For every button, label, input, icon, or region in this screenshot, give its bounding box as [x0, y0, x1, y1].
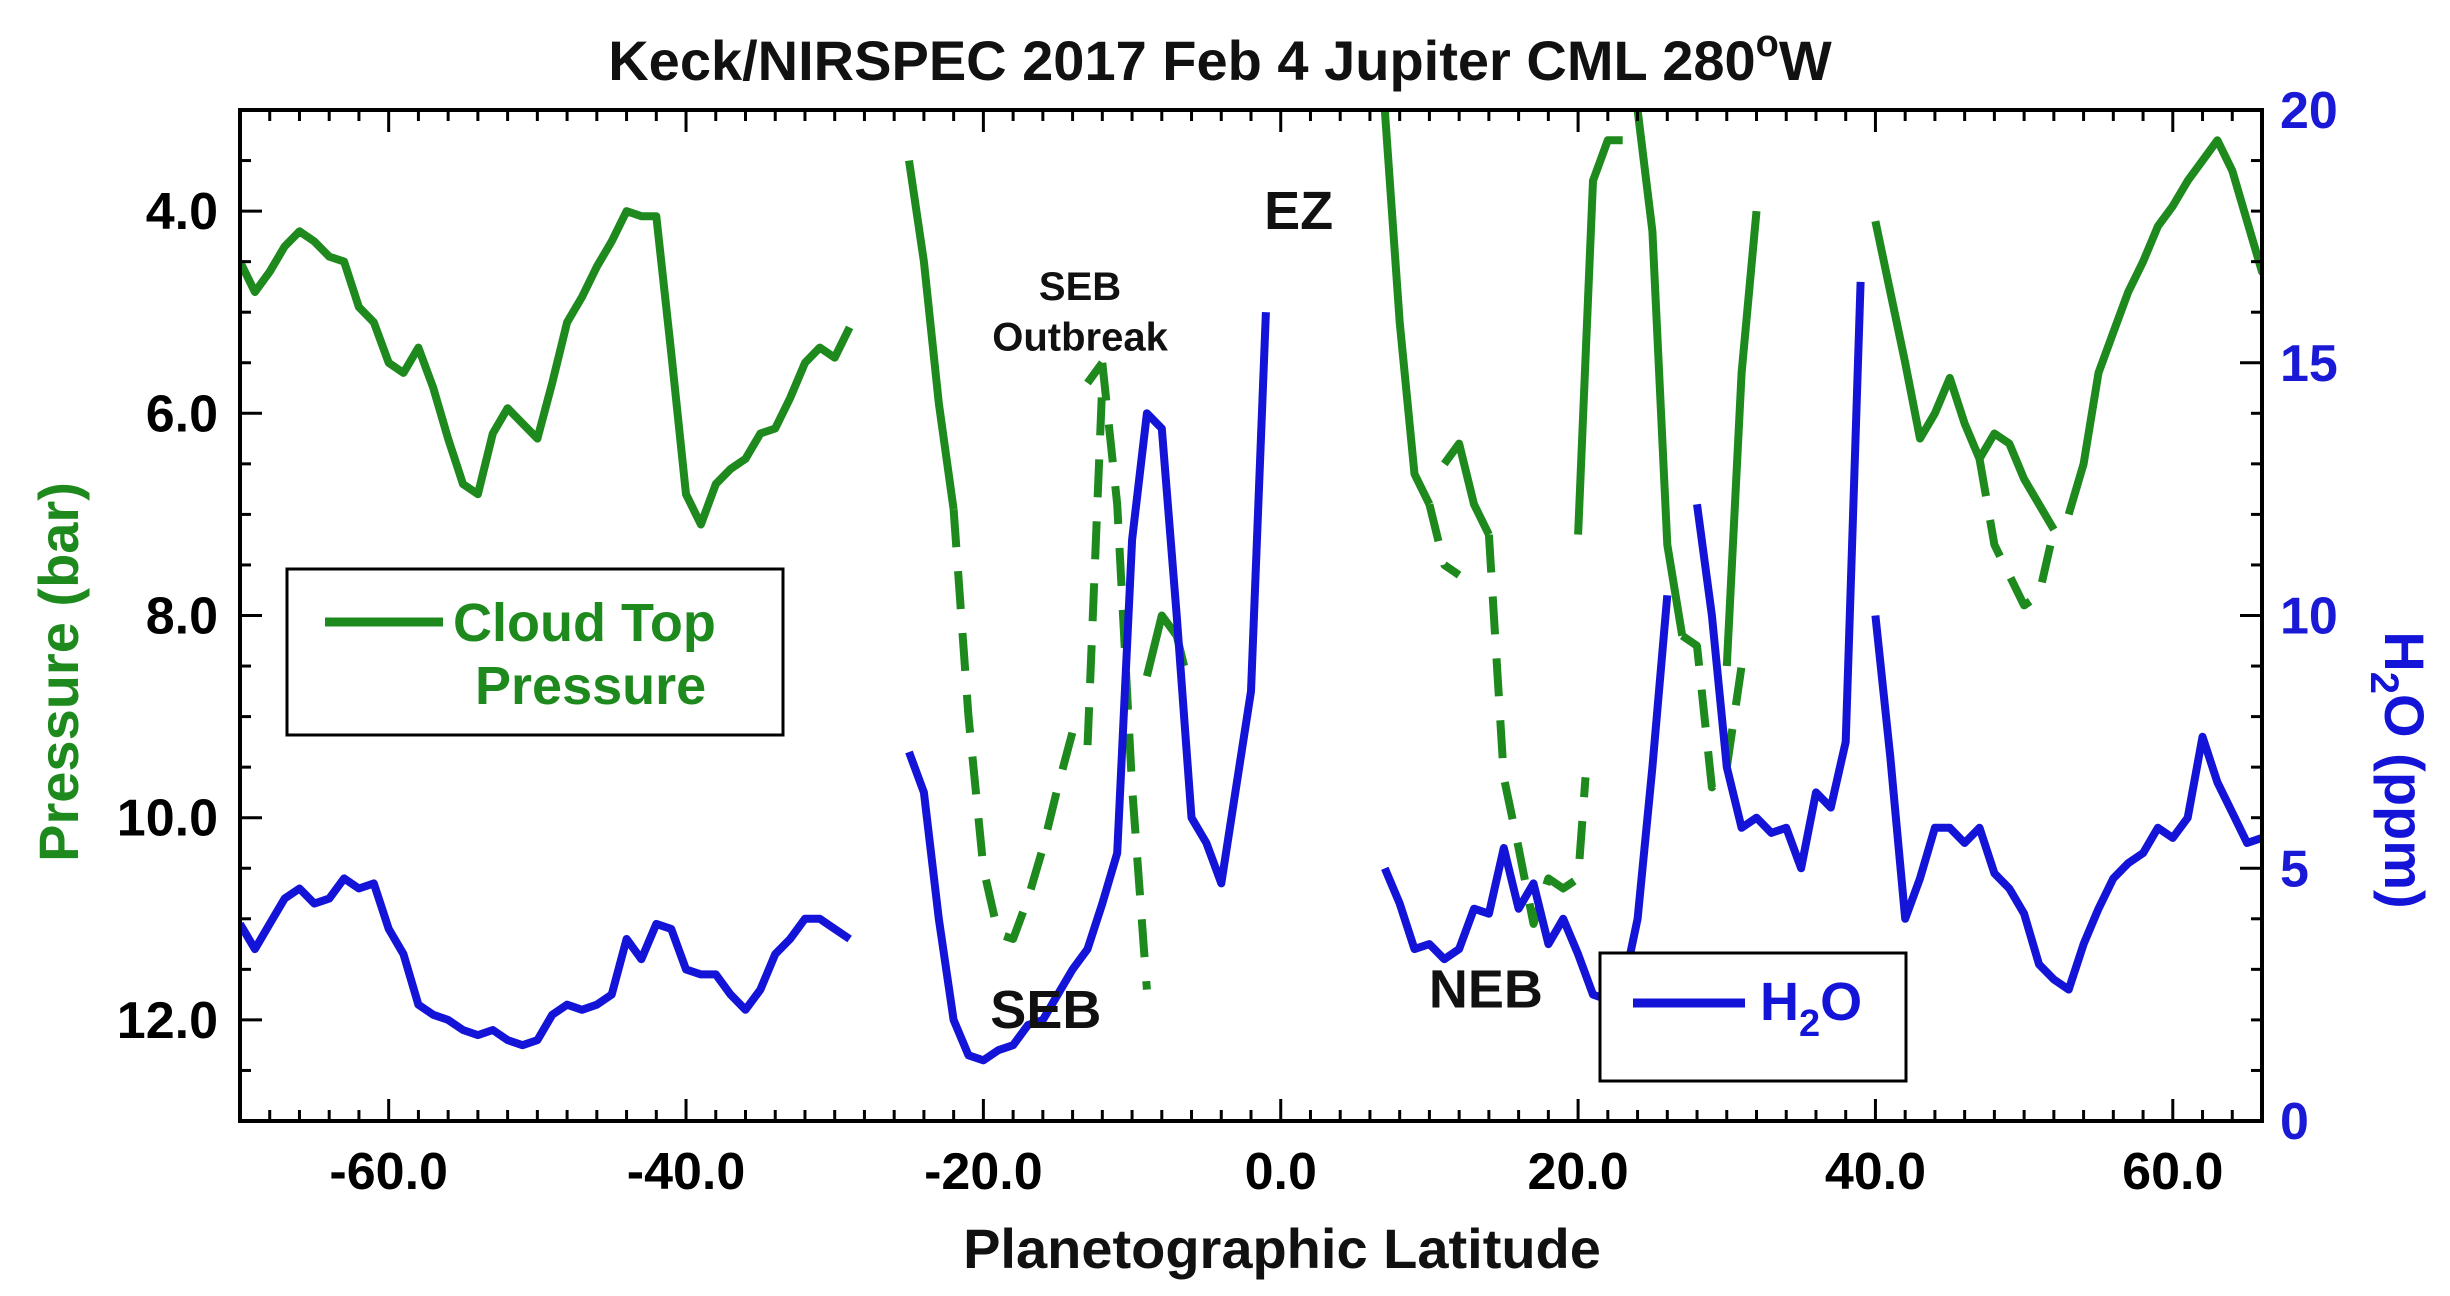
x-tick-label: 60.0	[2122, 1143, 2223, 1201]
legend-h2o-label-sub: 2	[1799, 1003, 1820, 1045]
y-right-tick-label: 5	[2280, 840, 2309, 898]
annotation-seb: SEB	[1039, 265, 1121, 309]
legend-pressure-label-2: Pressure	[475, 656, 706, 716]
annotation-seb: SEB	[990, 980, 1101, 1040]
pressure-series-segment-9	[1871, 220, 2058, 532]
annotation-neb: NEB	[1429, 960, 1543, 1020]
h2o-series-segment-0	[240, 874, 852, 1050]
y-left-tick-label: 10.0	[117, 790, 218, 848]
legend-cloud-top-pressure: Cloud Top Pressure	[285, 567, 785, 737]
h2o-series-segment-1	[905, 312, 1270, 1065]
annotation-ez: EZ	[1264, 181, 1333, 241]
pressure-series-segment-8	[1722, 210, 1761, 667]
y-left-tick-label: 4.0	[146, 183, 218, 241]
x-tick-label: 0.0	[1245, 1143, 1317, 1201]
pressure-series-segment-3	[1143, 611, 1180, 678]
y-axis-left-label: Pressure (bar)	[27, 482, 90, 862]
y-left-tick-label: 12.0	[117, 992, 218, 1050]
y-axis-right-label-rest: O (ppm)	[2373, 694, 2436, 909]
y-right-tick-label: 0	[2280, 1093, 2309, 1151]
pressure-series-segment-10	[2064, 136, 2262, 516]
pressure-series-segment-1	[905, 160, 958, 510]
pressure-dashed-series-segment-4	[1484, 534, 1590, 928]
x-axis-label: Planetographic Latitude	[963, 1217, 1601, 1280]
x-tick-label: -20.0	[924, 1143, 1043, 1201]
pressure-dashed-series-segment-6	[1975, 458, 2058, 610]
legend-h2o-label: H2O	[1760, 972, 1862, 1045]
x-tick-label: -40.0	[627, 1143, 746, 1201]
chart-title-degree: o	[1756, 23, 1779, 65]
annotation-outbreak: Outbreak	[992, 315, 1168, 359]
pressure-series-segment-5	[1441, 439, 1493, 537]
legend-pressure-label-1: Cloud Top	[453, 593, 716, 653]
h2o-series-segment-4	[1871, 615, 2262, 994]
series-layer	[240, 110, 2262, 1065]
pressure-series-segment-7	[1633, 110, 1687, 637]
pressure-dashed-series-segment-3	[1425, 503, 1462, 579]
pressure-dashed-series-segment-0	[949, 382, 1107, 943]
pressure-series-segment-0	[240, 207, 854, 529]
pressure-series-segment-6	[1574, 136, 1623, 535]
x-tick-label: -60.0	[329, 1143, 448, 1201]
h2o-series-segment-2	[1381, 594, 1672, 1004]
pressure-dashed-series-segment-5	[1679, 632, 1746, 792]
pressure-series-segment-4	[1380, 110, 1433, 507]
y-left-tick-label: 6.0	[146, 385, 218, 443]
y-axis-right-label: H2O (ppm)	[2362, 631, 2436, 908]
y-left-tick-label: 8.0	[146, 588, 218, 646]
y-axis-right-label-sub: 2	[2362, 672, 2406, 694]
h2o-series-segment-3	[1693, 281, 1865, 873]
legend-h2o-label-h: H	[1760, 972, 1799, 1032]
x-tick-label: 40.0	[1825, 1143, 1926, 1201]
legend-h2o: H2O	[1598, 951, 1908, 1083]
x-tick-label: 20.0	[1527, 1143, 1628, 1201]
legend-h2o-label-o: O	[1820, 972, 1862, 1032]
annotations: EZ SEB NEB SEB Outbreak	[990, 181, 1543, 1040]
y-right-tick-label: 10	[2280, 588, 2338, 646]
chart-title-main: Keck/NIRSPEC 2017 Feb 4 Jupiter CML 280	[608, 29, 1755, 92]
chart-title-suffix: W	[1779, 29, 1832, 92]
y-right-tick-label: 15	[2280, 335, 2338, 393]
y-axis-right-label-h: H	[2373, 631, 2436, 671]
y-right-tick-label: 20	[2280, 82, 2338, 140]
chart-title: Keck/NIRSPEC 2017 Feb 4 Jupiter CML 280o…	[608, 23, 1832, 92]
axes: -60.0 -40.0 -20.0 0.0 20.0 40.0 60.0 4.0 6.0 8.0 1…	[117, 82, 2338, 1201]
